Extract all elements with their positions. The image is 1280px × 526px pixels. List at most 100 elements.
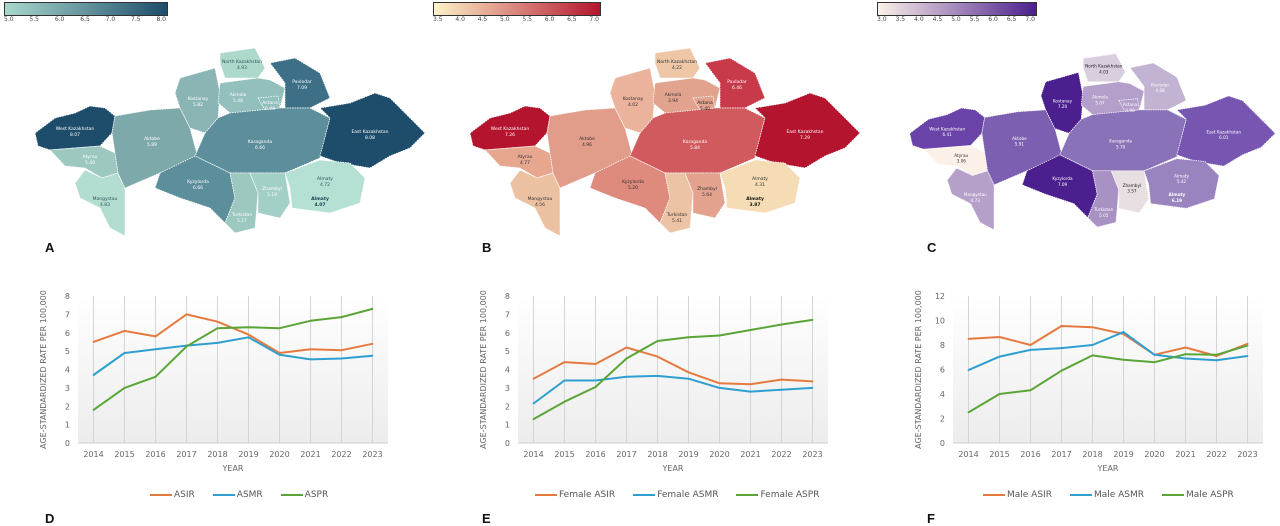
region-name-label: Karaganda — [1109, 139, 1132, 144]
legend-item-aspr: ASPR — [280, 490, 329, 500]
legend-label: ASPR — [304, 490, 329, 500]
colorbar-tick: 5.0 — [4, 16, 14, 23]
region-name-label: East Kazakhstan — [351, 129, 388, 135]
map-region — [704, 57, 766, 109]
region-value-label: 7.09 — [297, 85, 307, 91]
region-value-label: 3.94 — [668, 98, 678, 104]
chart-e: 2014 2015 2016 2017 2018 2019 2020 2021 2022 2023… — [479, 290, 828, 473]
region-name-label: Aktobe — [144, 136, 160, 142]
data-point — [154, 348, 157, 351]
legend-swatch — [633, 494, 656, 496]
region-name-label: Almaty — [317, 176, 333, 182]
legend-swatch — [280, 494, 303, 496]
region-name-label: Almaty — [752, 176, 768, 182]
colorbar-tick: 7.0 — [105, 16, 116, 23]
region-value-label: 5.48 — [233, 98, 243, 104]
region-name-label: Pavlodar — [1151, 82, 1169, 87]
data-point — [718, 386, 721, 389]
map-region — [269, 57, 331, 109]
region-name-label: Aktobe — [579, 136, 595, 142]
panel-label-c: C — [927, 240, 937, 255]
data-point — [1184, 346, 1187, 349]
data-point — [216, 341, 219, 344]
y-tick-label: 6 — [505, 329, 510, 338]
x-tick-label: 2016 — [585, 450, 605, 459]
colorbar-tick: 5.5 — [969, 16, 980, 23]
legend-label: Female ASMR — [657, 490, 719, 500]
legend-swatch — [1162, 494, 1185, 496]
x-tick-label: 2021 — [1175, 450, 1195, 459]
colorbar-tick: 4.5 — [932, 16, 943, 23]
y-tick-label: 4 — [505, 366, 510, 375]
map-region — [946, 167, 995, 231]
region-name-label: West Kazakhstan — [929, 127, 965, 132]
data-point — [1091, 354, 1094, 357]
y-tick-label: 2 — [940, 415, 945, 424]
x-tick-label: 2019 — [1113, 450, 1133, 459]
region-value-label: 6.46 — [732, 85, 742, 91]
map-region — [1143, 158, 1220, 209]
data-point — [532, 418, 535, 421]
region-name-label: Zhambyl — [697, 186, 717, 192]
x-tick-label: 2014 — [83, 450, 103, 459]
map-region — [922, 145, 988, 176]
region-name-label: Pavlodar — [727, 79, 747, 85]
x-tick-label: 2017 — [176, 450, 196, 459]
region-value-label: 7.29 — [800, 135, 810, 141]
region-name-label: Akmola — [1092, 95, 1108, 100]
map-region — [546, 107, 634, 189]
x-tick-label: 2018 — [1082, 450, 1102, 459]
data-point — [967, 337, 970, 340]
region-value-label: 5.17 — [237, 218, 247, 224]
data-point — [1091, 344, 1094, 346]
y-tick-label: 8 — [940, 341, 945, 350]
data-point — [309, 319, 312, 322]
region-value-label: 4.72 — [320, 182, 330, 188]
data-point — [247, 336, 250, 339]
legend-label: Male ASPR — [1186, 490, 1234, 500]
x-tick-label: 2023 — [362, 450, 382, 459]
x-tick-label: 2016 — [145, 450, 165, 459]
data-point — [749, 383, 752, 386]
region-value-label: 5.40 — [85, 160, 95, 166]
data-point — [371, 307, 374, 310]
region-name-label: Karaganda — [683, 139, 708, 145]
data-point — [92, 374, 95, 376]
data-point — [1029, 349, 1032, 351]
colorbar-tick: 5.5 — [522, 16, 532, 23]
region-name-label: East Kazakhstan — [1206, 129, 1241, 134]
data-point — [1122, 358, 1125, 361]
region-name-label: East Kazakhstan — [786, 129, 823, 135]
colorbar-c-ticks: 3.0 3.5 4.0 4.5 5.0 5.5 6.0 6.5 7.0 — [877, 16, 1035, 23]
data-point — [811, 380, 814, 383]
x-tick-label: 2014 — [958, 450, 978, 459]
region-value-label: 5.89 — [147, 142, 157, 148]
region-value-label: 4.93 — [1125, 108, 1135, 113]
data-point — [1122, 331, 1125, 334]
data-point — [749, 329, 752, 331]
region-value-label: 6.19 — [1172, 198, 1182, 203]
region-value-label: 8.07 — [70, 132, 80, 138]
legend-item-asmr: ASMR — [212, 490, 263, 500]
y-tick-label: 2 — [505, 402, 510, 411]
colorbar-c — [877, 2, 1037, 16]
region-name-label: North Kazakhstan — [222, 59, 262, 65]
data-point — [780, 388, 783, 391]
map-region — [692, 95, 716, 111]
region-name-label: Almaty — [1174, 173, 1189, 178]
region-name-label: Turkistan — [1093, 207, 1113, 212]
region-value-label: 5.42 — [1177, 179, 1187, 184]
y-tick-label: 5 — [65, 347, 70, 356]
region-value-label: 7.20 — [1058, 104, 1068, 109]
region-value-label: 4.73 — [971, 198, 981, 203]
region-name-label: Zhambyl — [262, 186, 282, 192]
legend-swatch — [150, 494, 172, 496]
x-tick-label: 2017 — [616, 450, 636, 459]
legend-f: Male ASIR Male ASMR Male ASPR — [983, 490, 1234, 500]
region-value-label: 4.68 — [1155, 88, 1165, 93]
map-region — [1176, 95, 1276, 167]
plot-area — [78, 296, 388, 443]
series-line-asir — [968, 325, 1248, 357]
data-point — [532, 402, 535, 405]
x-axis-title: YEAR — [662, 464, 684, 473]
